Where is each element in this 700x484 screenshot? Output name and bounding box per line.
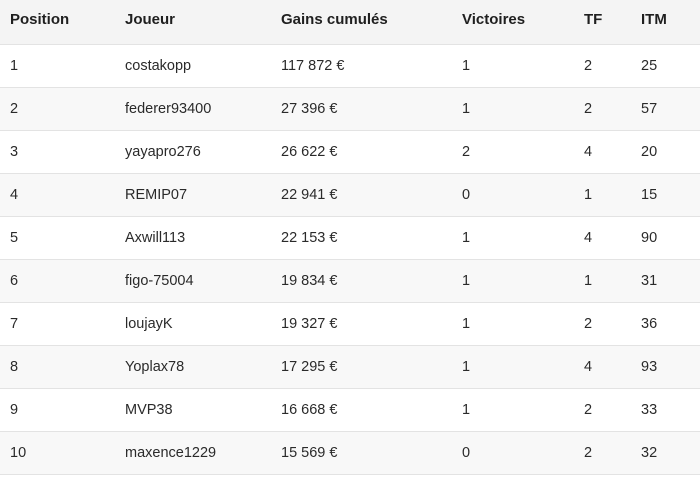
cell-position: 4 <box>10 186 19 203</box>
cell-position: 2 <box>10 100 19 117</box>
cell-joueur: federer93400 <box>125 100 212 117</box>
column-header-tf[interactable]: TF <box>584 11 603 29</box>
cell-tf: 2 <box>584 57 593 74</box>
cell-tf: 4 <box>584 143 593 160</box>
cell-gains: 22 153 € <box>281 229 338 246</box>
cell-joueur: figo-75004 <box>125 272 194 289</box>
table-row[interactable]: 9 MVP38 16 668 € 1 2 33 <box>0 388 700 431</box>
cell-position: 5 <box>10 229 19 246</box>
cell-position: 1 <box>10 57 19 74</box>
cell-victoires: 1 <box>462 229 471 246</box>
cell-joueur: MVP38 <box>125 401 173 418</box>
cell-itm: 36 <box>641 315 658 332</box>
cell-position: 6 <box>10 272 19 289</box>
table-row[interactable]: 4 REMIP07 22 941 € 0 1 15 <box>0 173 700 216</box>
cell-victoires: 1 <box>462 272 471 289</box>
cell-gains: 19 834 € <box>281 272 338 289</box>
cell-itm: 25 <box>641 57 658 74</box>
cell-joueur: yayapro276 <box>125 143 201 160</box>
table-row[interactable]: 5 Axwill113 22 153 € 1 4 90 <box>0 216 700 259</box>
cell-position: 3 <box>10 143 19 160</box>
table-row[interactable]: 6 figo-75004 19 834 € 1 1 31 <box>0 259 700 302</box>
cell-gains: 22 941 € <box>281 186 338 203</box>
column-header-joueur[interactable]: Joueur <box>125 11 176 29</box>
cell-tf: 2 <box>584 401 593 418</box>
cell-victoires: 1 <box>462 57 471 74</box>
cell-victoires: 1 <box>462 358 471 375</box>
cell-itm: 90 <box>641 229 658 246</box>
cell-gains: 19 327 € <box>281 315 338 332</box>
cell-itm: 15 <box>641 186 658 203</box>
table-row[interactable]: 2 federer93400 27 396 € 1 2 57 <box>0 87 700 130</box>
cell-position: 9 <box>10 401 19 418</box>
table-row[interactable]: 1 costakopp 117 872 € 1 2 25 <box>0 44 700 87</box>
cell-victoires: 2 <box>462 143 471 160</box>
column-header-itm[interactable]: ITM <box>641 11 667 29</box>
cell-joueur: Yoplax78 <box>125 358 185 375</box>
cell-joueur: REMIP07 <box>125 186 188 203</box>
cell-victoires: 0 <box>462 186 471 203</box>
cell-tf: 2 <box>584 315 593 332</box>
cell-joueur: loujayK <box>125 315 173 332</box>
cell-tf: 2 <box>584 100 593 117</box>
table-header: Position Joueur Gains cumulés Victoires … <box>0 0 700 44</box>
cell-victoires: 1 <box>462 100 471 117</box>
cell-gains: 16 668 € <box>281 401 338 418</box>
table-row[interactable]: 10 maxence1229 15 569 € 0 2 32 <box>0 431 700 474</box>
column-header-gains[interactable]: Gains cumulés <box>281 11 388 29</box>
table-row[interactable]: 7 loujayK 19 327 € 1 2 36 <box>0 302 700 345</box>
cell-position: 7 <box>10 315 19 332</box>
table-row[interactable]: 8 Yoplax78 17 295 € 1 4 93 <box>0 345 700 388</box>
cell-itm: 33 <box>641 401 658 418</box>
cell-joueur: Axwill113 <box>125 229 186 246</box>
cell-position: 8 <box>10 358 19 375</box>
cell-itm: 57 <box>641 100 658 117</box>
cell-itm: 20 <box>641 143 658 160</box>
table-body: 1 costakopp 117 872 €1 2 25 2 federer93400 27 3… <box>0 44 700 474</box>
cell-gains: 15 569 € <box>281 444 338 461</box>
cell-tf: 1 <box>584 272 593 289</box>
header-row: Position Joueur Gains cumulés Victoires … <box>0 0 700 44</box>
cell-itm: 32 <box>641 444 658 461</box>
column-header-position[interactable]: Position <box>10 11 70 29</box>
cell-gains: 17 295 € <box>281 358 338 375</box>
cell-position: 10 <box>10 444 27 461</box>
cell-itm: 31 <box>641 272 658 289</box>
table-row[interactable]: 3 yayapro276 26 622 € 2 4 20 <box>0 130 700 173</box>
cell-tf: 2 <box>584 444 593 461</box>
cell-victoires: 0 <box>462 444 471 461</box>
cell-victoires: 1 <box>462 315 471 332</box>
cell-tf: 4 <box>584 229 593 246</box>
cell-gains: 26 622 € <box>281 143 338 160</box>
cell-joueur: costakopp <box>125 57 192 74</box>
cell-joueur: maxence1229 <box>125 444 217 461</box>
cell-victoires: 1 <box>462 401 471 418</box>
cell-tf: 1 <box>584 186 593 203</box>
column-header-victoires[interactable]: Victoires <box>462 11 526 29</box>
cell-gains: 117 872 € <box>281 57 345 74</box>
cell-itm: 93 <box>641 358 658 375</box>
cell-tf: 4 <box>584 358 593 375</box>
cell-gains: 27 396 € <box>281 100 338 117</box>
